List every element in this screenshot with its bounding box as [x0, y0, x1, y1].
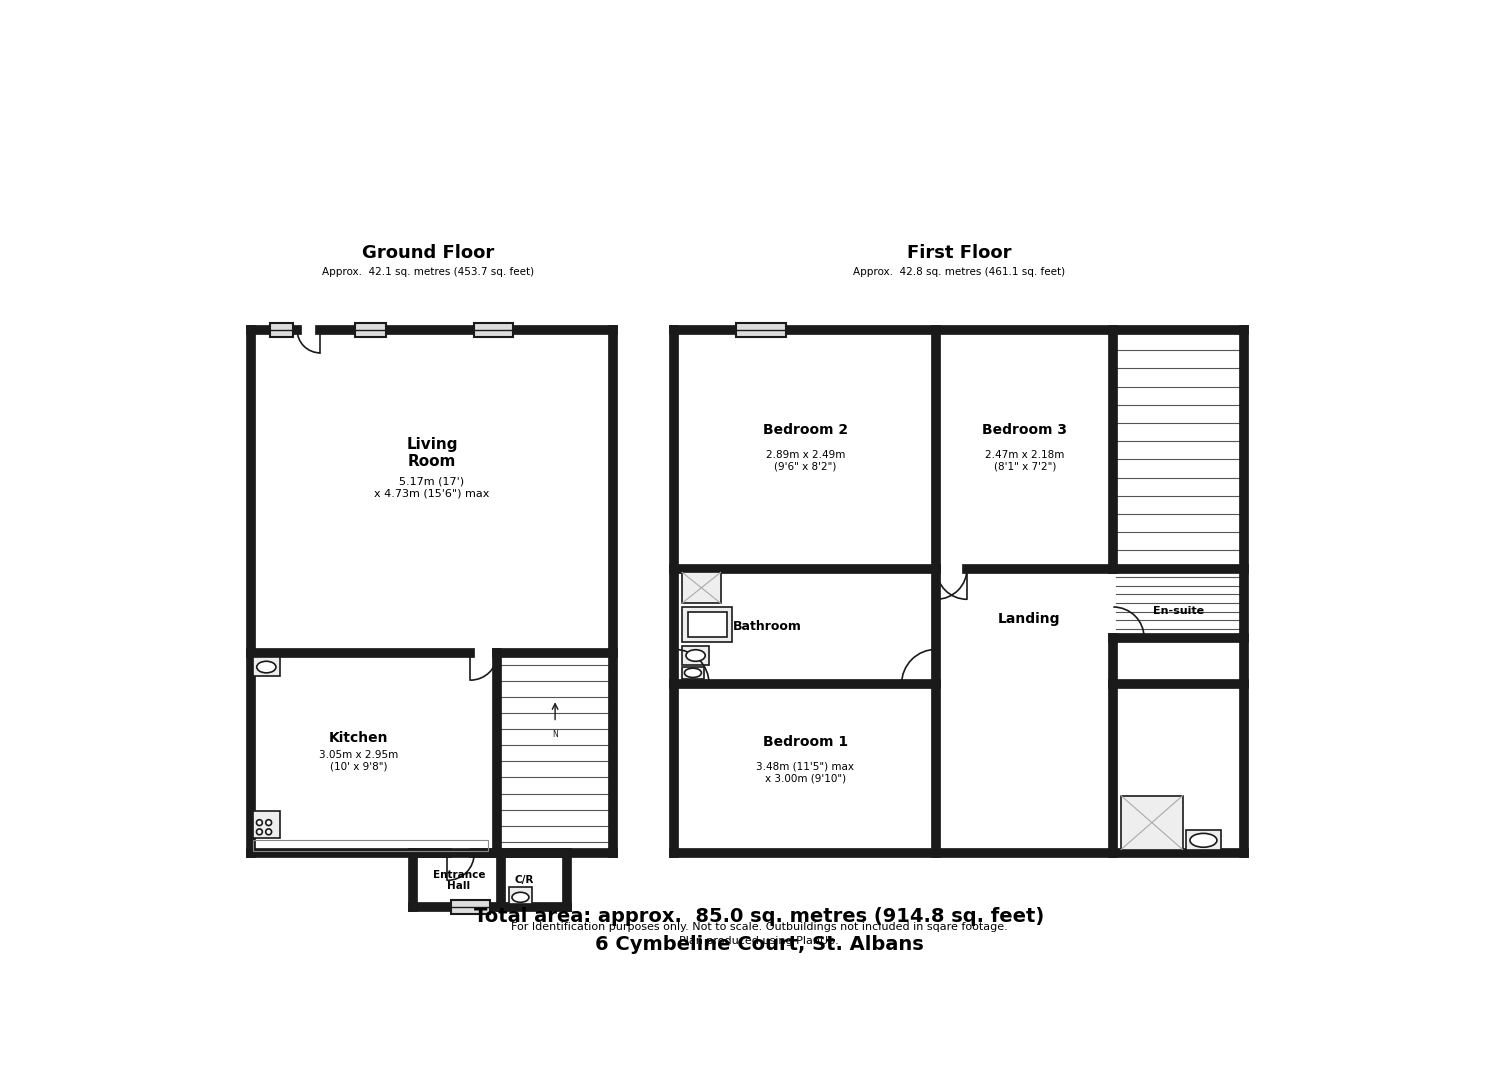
Bar: [254, 657, 281, 676]
Text: Approx.  42.1 sq. metres (453.7 sq. feet): Approx. 42.1 sq. metres (453.7 sq. feet): [322, 267, 535, 278]
Text: Ground Floor: Ground Floor: [362, 244, 495, 261]
Text: Bedroom 3: Bedroom 3: [982, 423, 1068, 437]
Circle shape: [266, 820, 272, 825]
Ellipse shape: [257, 661, 276, 673]
Text: 2.89m x 2.49m
(9'6" x 8'2"): 2.89m x 2.49m (9'6" x 8'2"): [766, 450, 845, 472]
Bar: [413, 853, 567, 907]
Text: First Floor: First Floor: [907, 244, 1011, 261]
Bar: [251, 653, 497, 853]
Text: 2.47m x 2.18m
(8'1" x 7'2"): 2.47m x 2.18m (8'1" x 7'2"): [985, 450, 1065, 472]
Text: Entrance
Hall: Entrance Hall: [432, 869, 486, 891]
Circle shape: [266, 829, 272, 835]
Bar: [251, 329, 613, 653]
Bar: [682, 646, 710, 665]
Bar: [682, 607, 732, 642]
Bar: [674, 329, 1244, 853]
Text: 6 Cymbeline Court, St. Albans: 6 Cymbeline Court, St. Albans: [595, 934, 924, 954]
Bar: [474, 323, 512, 337]
Ellipse shape: [512, 892, 529, 902]
Circle shape: [257, 829, 263, 835]
Text: Living
Room: Living Room: [405, 436, 457, 469]
Text: N: N: [552, 730, 558, 739]
Circle shape: [257, 820, 263, 825]
Bar: [688, 611, 726, 637]
Text: Bathroom: Bathroom: [732, 620, 802, 633]
Bar: [682, 667, 704, 678]
Ellipse shape: [686, 650, 705, 661]
Text: Bedroom 2: Bedroom 2: [763, 423, 848, 437]
Bar: [509, 888, 532, 904]
Text: Total area: approx.  85.0 sq. metres (914.8 sq. feet): Total area: approx. 85.0 sq. metres (914…: [474, 907, 1044, 926]
Bar: [451, 901, 490, 915]
Ellipse shape: [1189, 834, 1216, 847]
Text: C/R: C/R: [515, 876, 535, 886]
Text: For Identification purposes only. Not to scale. Outbuildings not included in sqa: For Identification purposes only. Not to…: [511, 922, 1007, 946]
Text: Bedroom 1: Bedroom 1: [763, 734, 848, 748]
Bar: [270, 323, 294, 337]
Text: 5.17m (17')
x 4.73m (15'6") max: 5.17m (17') x 4.73m (15'6") max: [374, 477, 490, 499]
Bar: [1187, 831, 1221, 850]
Text: Approx.  42.8 sq. metres (461.1 sq. feet): Approx. 42.8 sq. metres (461.1 sq. feet): [854, 267, 1065, 278]
Text: 3.05m x 2.95m
(10' x 9'8"): 3.05m x 2.95m (10' x 9'8"): [319, 751, 398, 772]
Bar: [737, 323, 786, 337]
Bar: [497, 653, 613, 853]
Text: Landing: Landing: [998, 611, 1060, 625]
Bar: [254, 811, 281, 838]
Text: 3.48m (11'5") max
x 3.00m (9'10"): 3.48m (11'5") max x 3.00m (9'10"): [756, 761, 854, 783]
Text: Kitchen: Kitchen: [330, 731, 389, 745]
Bar: [682, 572, 720, 603]
Bar: [254, 839, 489, 851]
Ellipse shape: [685, 669, 701, 677]
Bar: [1121, 796, 1182, 850]
Text: En-suite: En-suite: [1154, 606, 1204, 616]
Bar: [355, 323, 386, 337]
